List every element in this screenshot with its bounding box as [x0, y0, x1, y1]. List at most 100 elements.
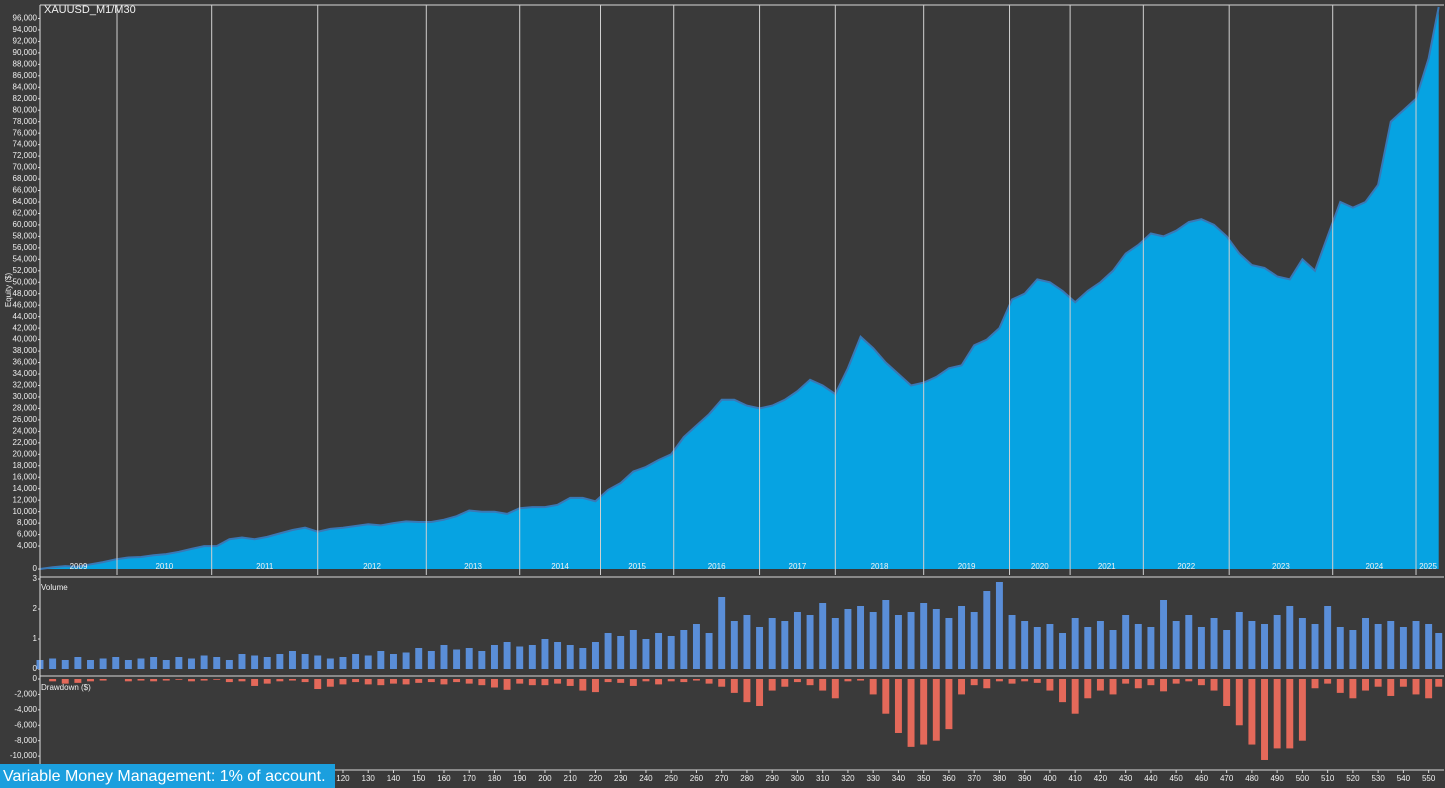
- bar: [1387, 679, 1395, 696]
- y-tick-label: 18,000: [13, 461, 38, 470]
- bar: [1210, 618, 1218, 669]
- bar: [276, 654, 284, 669]
- y-tick-label: 16,000: [13, 472, 38, 481]
- bar: [806, 615, 814, 669]
- y-tick-label: 56,000: [13, 243, 38, 252]
- bar: [1324, 679, 1332, 684]
- bar: [87, 679, 94, 682]
- bar: [314, 655, 322, 669]
- year-label: 2019: [958, 562, 976, 571]
- bar: [1349, 630, 1357, 669]
- bar: [604, 633, 612, 669]
- y-tick-label: 20,000: [13, 449, 38, 458]
- x-tick-label: 240: [639, 774, 653, 783]
- bar: [642, 639, 650, 669]
- bar: [743, 615, 751, 669]
- year-label: 2018: [871, 562, 889, 571]
- bar: [74, 657, 82, 669]
- bar: [1160, 600, 1168, 669]
- bar: [1109, 630, 1117, 669]
- bar: [1122, 615, 1130, 669]
- bar: [907, 679, 915, 747]
- bar: [579, 679, 587, 691]
- y-tick-label: 32,000: [13, 381, 38, 390]
- x-tick-label: 400: [1043, 774, 1057, 783]
- bar: [857, 606, 865, 669]
- bar: [806, 679, 814, 686]
- bar: [667, 636, 675, 669]
- x-tick-label: 150: [412, 774, 426, 783]
- bar: [490, 645, 498, 669]
- bar: [440, 679, 448, 685]
- y-tick-label: 42,000: [13, 323, 38, 332]
- bar: [793, 679, 801, 683]
- y-tick-label: 2: [33, 604, 38, 613]
- bar: [427, 651, 435, 669]
- y-tick-label: 78,000: [13, 117, 38, 126]
- bar: [667, 679, 675, 682]
- bar: [743, 679, 751, 703]
- bar: [819, 603, 827, 669]
- y-tick-label: 88,000: [13, 59, 38, 68]
- bar: [1172, 679, 1180, 684]
- x-tick-label: 230: [614, 774, 628, 783]
- bar: [894, 679, 902, 733]
- bar: [478, 651, 486, 669]
- bar: [793, 612, 801, 669]
- bar: [478, 679, 486, 686]
- x-tick-label: 310: [816, 774, 830, 783]
- y-tick-label: 62,000: [13, 209, 38, 218]
- year-label: 2011: [256, 562, 274, 571]
- bar: [1071, 618, 1079, 669]
- bar: [528, 679, 536, 686]
- bar: [554, 679, 562, 684]
- x-tick-label: 420: [1094, 774, 1108, 783]
- x-tick-label: 530: [1371, 774, 1385, 783]
- bar: [1374, 679, 1382, 687]
- chart-title: XAUUSD_M1/M30: [44, 4, 136, 16]
- bar: [970, 612, 978, 669]
- bar: [1425, 624, 1433, 669]
- bar: [655, 633, 663, 669]
- y-axis-title: Equity ($): [4, 273, 13, 308]
- bar: [150, 679, 158, 682]
- bar: [768, 618, 776, 669]
- year-label: 2023: [1272, 562, 1290, 571]
- bar: [1185, 679, 1193, 682]
- x-tick-label: 410: [1068, 774, 1082, 783]
- bar: [1336, 679, 1344, 693]
- bar: [1374, 624, 1382, 669]
- bar: [1349, 679, 1357, 699]
- y-tick-label: 84,000: [13, 82, 38, 91]
- bar: [263, 679, 271, 684]
- bar: [402, 652, 410, 669]
- bar: [768, 679, 776, 691]
- x-tick-label: 280: [740, 774, 754, 783]
- bar: [869, 679, 877, 695]
- bar: [1235, 612, 1243, 669]
- bar: [402, 679, 410, 685]
- bar: [49, 658, 57, 669]
- y-tick-label: -10,000: [10, 751, 38, 760]
- bar: [74, 679, 82, 683]
- bar: [819, 679, 827, 691]
- bar: [137, 658, 145, 669]
- bar: [162, 660, 170, 669]
- banner: [0, 764, 335, 788]
- bar: [1197, 679, 1205, 686]
- bar: [1435, 679, 1443, 687]
- bar: [238, 679, 246, 682]
- bar: [352, 654, 360, 669]
- bar: [1425, 679, 1433, 699]
- x-tick-label: 200: [538, 774, 552, 783]
- bar: [137, 679, 145, 681]
- y-tick-label: 60,000: [13, 220, 38, 229]
- bar: [61, 679, 69, 684]
- y-tick-label: 50,000: [13, 277, 38, 286]
- bar: [1059, 679, 1067, 703]
- bar: [124, 660, 132, 669]
- y-tick-label: 4,000: [17, 541, 38, 550]
- bar: [301, 679, 309, 683]
- bar: [692, 624, 700, 669]
